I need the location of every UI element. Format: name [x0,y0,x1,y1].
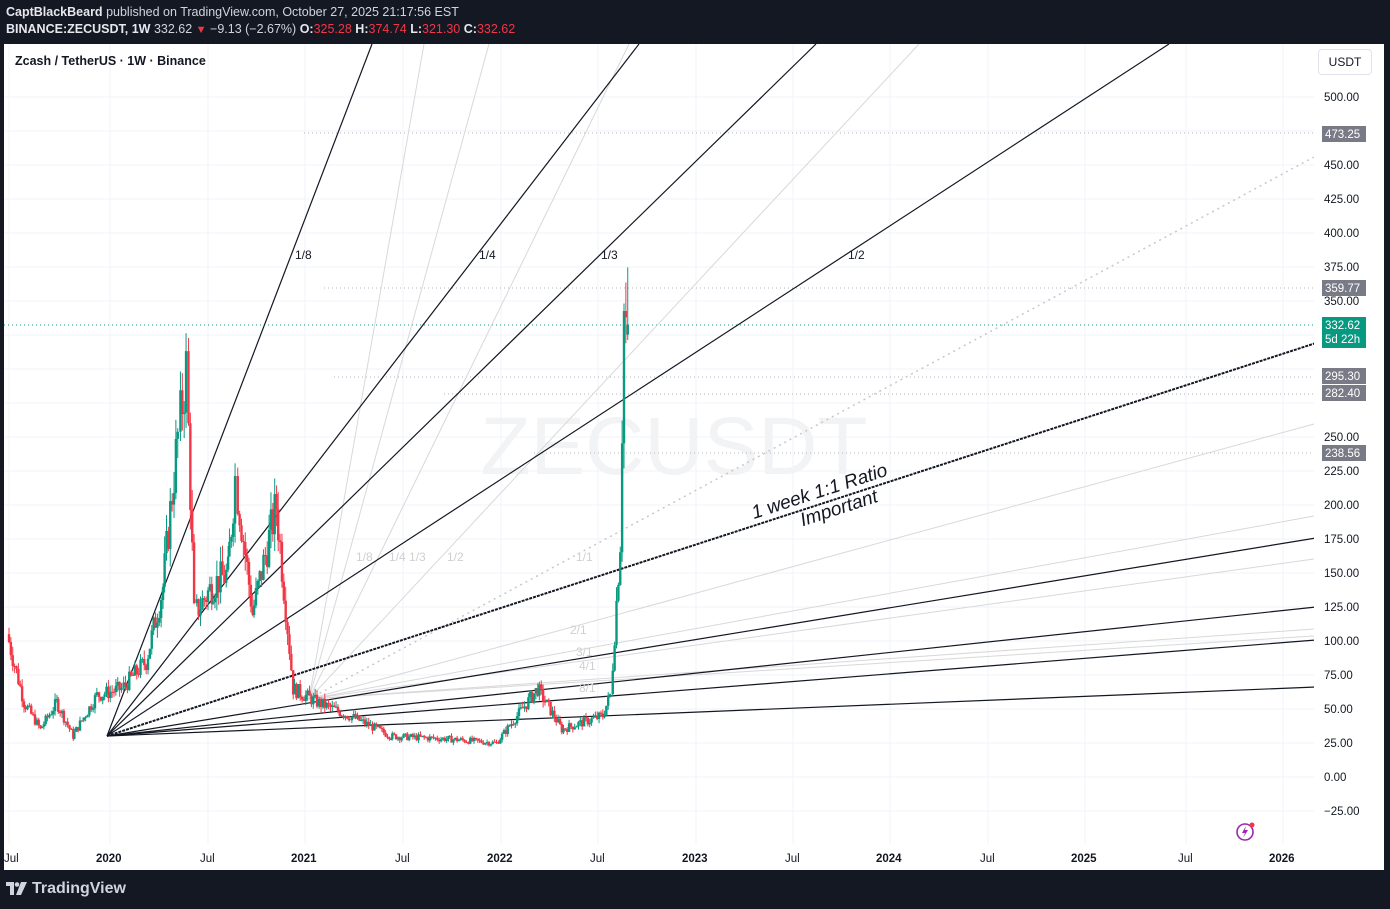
symbol-label: BINANCE:ZECUSDT, 1W [6,22,151,36]
low-label: L: [410,22,423,36]
svg-text:Jul: Jul [1178,853,1193,865]
secondary-gann-fan [308,43,1315,700]
svg-text:2/1: 2/1 [570,623,587,637]
svg-text:400.00: 400.00 [1324,228,1359,240]
label-359: 359.77 [1325,283,1360,295]
fan-labels: 1/8 1/4 1/3 1/2 [295,248,865,262]
svg-text:125.00: 125.00 [1324,602,1359,614]
svg-text:175.00: 175.00 [1324,534,1359,546]
svg-text:−25.00: −25.00 [1324,806,1360,818]
fan-label-1-2: 1/2 [848,248,865,262]
time-grid [8,44,1284,844]
publish-info: CaptBlackBeard published on TradingView.… [6,5,459,19]
currency-button[interactable]: USDT [1318,49,1372,75]
secondary-1x1-line [308,156,1315,700]
faded-fan-labels: 1/8 1/4 1/3 1/2 1/1 2/1 3/1 4/1 8/1 [356,550,596,695]
last-price: 332.62 [153,22,193,36]
price-axis[interactable] [1314,44,1384,844]
open-label: O: [299,22,314,36]
symbol-watermark: ZECUSDT [480,401,867,492]
chart-canvas[interactable]: ZECUSDT [4,43,1384,870]
brand-name: TradingView [32,880,126,897]
publish-header: CaptBlackBeard published on TradingView.… [0,0,1390,44]
svg-text:75.00: 75.00 [1324,670,1353,682]
lightning-alert-icon[interactable] [1236,822,1255,841]
footer: TradingView [0,870,1390,909]
svg-text:500.00: 500.00 [1324,92,1359,104]
price-axis-ticks: 500.00 450.00 425.00 400.00 375.00 350.0… [1324,92,1360,818]
tradingview-logo-icon [6,882,27,895]
svg-text:2026: 2026 [1269,853,1295,865]
svg-text:375.00: 375.00 [1324,262,1359,274]
close-value: 332.62 [476,22,516,36]
label-current: 332.62 [1325,320,1360,332]
low-value: 321.30 [422,22,461,36]
main-gann-fan [106,43,1317,737]
high-value: 374.74 [368,22,407,36]
time-axis[interactable]: Jul 2020 Jul 2021 Jul 2022 Jul 2023 Jul … [4,853,1295,865]
svg-text:Jul: Jul [395,853,410,865]
svg-text:Jul: Jul [980,853,995,865]
svg-text:150.00: 150.00 [1324,568,1359,580]
ohlc-line: BINANCE:ZECUSDT, 1W 332.62 ▼ −9.13 (−2.6… [6,22,515,36]
chart-legend-title[interactable]: Zcash / TetherUS · 1W · Binance [15,54,206,68]
svg-text:2020: 2020 [96,853,122,865]
svg-text:350.00: 350.00 [1324,296,1359,308]
svg-text:4/1: 4/1 [579,659,596,673]
svg-text:1/2: 1/2 [447,550,464,564]
svg-text:8/1: 8/1 [579,681,596,695]
fan-label-1-4: 1/4 [479,248,496,262]
price-change: −9.13 (−2.67%) [210,22,297,36]
high-label: H: [355,22,369,36]
svg-text:1/8: 1/8 [356,550,373,564]
open-value: 325.28 [313,22,352,36]
close-label: C: [463,22,477,36]
svg-text:1/1: 1/1 [576,550,593,564]
svg-text:100.00: 100.00 [1324,636,1359,648]
svg-text:2025: 2025 [1071,853,1097,865]
svg-text:450.00: 450.00 [1324,160,1359,172]
tradingview-logo[interactable]: TradingView [6,880,126,898]
published-text: published on TradingView.com, October 27… [106,5,459,19]
svg-text:2024: 2024 [876,853,902,865]
svg-text:200.00: 200.00 [1324,500,1359,512]
svg-text:250.00: 250.00 [1324,432,1359,444]
fan-label-1-8: 1/8 [295,248,312,262]
bar-countdown: 5d 22h [1325,334,1360,346]
svg-text:2021: 2021 [291,853,317,865]
svg-text:0.00: 0.00 [1324,772,1346,784]
svg-text:3/1: 3/1 [576,645,593,659]
author-name[interactable]: CaptBlackBeard [6,5,103,19]
svg-text:2022: 2022 [487,853,513,865]
candlestick-series[interactable] [7,267,629,747]
svg-text:Jul: Jul [590,853,605,865]
svg-text:Jul: Jul [4,853,19,865]
label-473: 473.25 [1325,129,1360,141]
label-238: 238.56 [1325,448,1360,460]
svg-text:25.00: 25.00 [1324,738,1353,750]
svg-text:50.00: 50.00 [1324,704,1353,716]
label-282: 282.40 [1325,388,1360,400]
horizontal-levels [304,132,1314,454]
svg-text:Jul: Jul [785,853,800,865]
label-295: 295.30 [1325,371,1360,383]
svg-text:1/4 1/3: 1/4 1/3 [389,550,426,564]
svg-text:Jul: Jul [200,853,215,865]
price-axis-labels: 473.25 359.77 332.62 5d 22h 295.30 282.4… [1322,126,1366,461]
chart-pane[interactable]: ZECUSDT [4,43,1384,870]
svg-text:2023: 2023 [682,853,708,865]
fan-label-1-3: 1/3 [601,248,618,262]
svg-text:425.00: 425.00 [1324,194,1359,206]
svg-text:225.00: 225.00 [1324,466,1359,478]
down-triangle-icon: ▼ [195,24,207,36]
